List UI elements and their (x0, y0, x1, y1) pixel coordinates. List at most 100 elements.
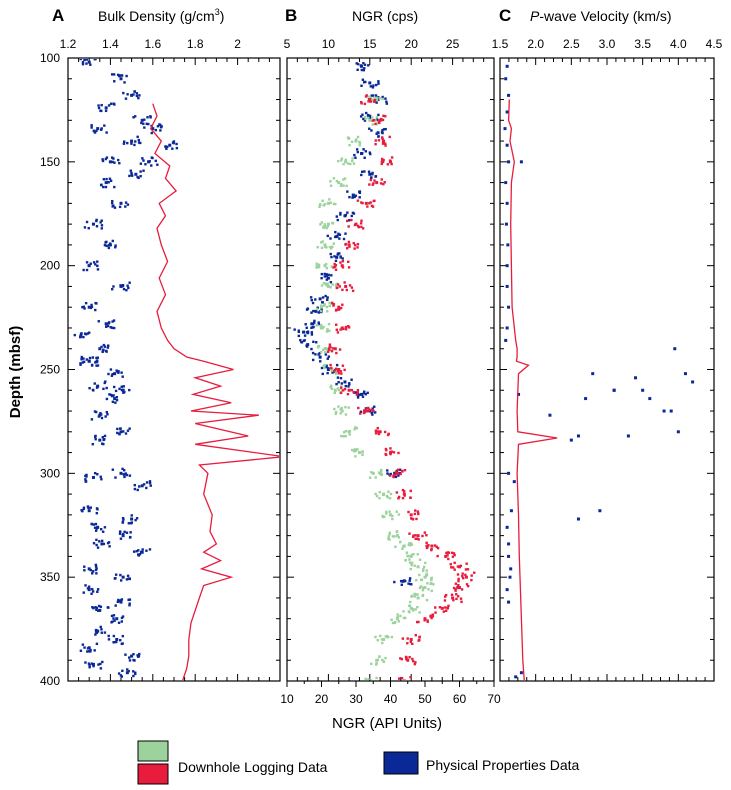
data-point (382, 139, 386, 143)
data-point (87, 509, 91, 513)
data-point-cluster (310, 311, 313, 314)
data-point-cluster (377, 432, 380, 436)
data-point-cluster (119, 427, 122, 430)
data-point-cluster (110, 621, 113, 624)
data-point-cluster (95, 538, 98, 542)
data-point-cluster (99, 413, 103, 416)
data-point-cluster (90, 662, 94, 665)
data-point-cluster (373, 98, 377, 102)
data-point (323, 243, 327, 247)
data-point-cluster (370, 411, 374, 415)
data-point (507, 93, 511, 97)
data-point (548, 413, 552, 417)
data-point-cluster (128, 174, 131, 178)
data-point (423, 586, 427, 590)
data-point-cluster (325, 246, 328, 249)
data-point-cluster (85, 62, 88, 65)
data-point-cluster (94, 410, 98, 414)
data-point-cluster (339, 377, 343, 380)
data-point-cluster (122, 388, 125, 392)
data-point-cluster (384, 144, 387, 147)
data-point (423, 575, 427, 579)
data-point-cluster (87, 650, 91, 653)
data-point-cluster (97, 663, 100, 666)
data-point (115, 637, 119, 641)
x-tick-label: 1.5 (492, 37, 509, 51)
data-point-cluster (348, 433, 351, 436)
data-point-cluster (85, 268, 89, 272)
data-point-cluster (118, 387, 121, 391)
data-point-cluster (456, 565, 460, 568)
data-point-cluster (320, 221, 324, 224)
data-point-cluster (318, 205, 321, 208)
data-point-cluster (297, 334, 301, 338)
data-point-cluster (364, 677, 367, 680)
data-point-cluster (148, 481, 152, 485)
data-point (505, 588, 509, 592)
data-point-cluster (126, 203, 130, 206)
data-point-cluster (119, 201, 123, 205)
data-point-cluster (360, 173, 363, 177)
data-point-cluster (95, 360, 99, 364)
data-point-cluster (423, 531, 427, 534)
data-point-cluster (413, 592, 416, 596)
data-point-cluster (95, 364, 98, 367)
data-point-cluster (94, 568, 98, 572)
data-point-cluster (431, 613, 435, 616)
data-point-cluster (107, 246, 111, 250)
data-point-cluster (323, 203, 327, 206)
data-point-cluster (325, 305, 329, 309)
data-point-cluster (92, 542, 96, 545)
data-point (598, 509, 602, 513)
data-point-cluster (103, 631, 107, 634)
data-point-cluster (104, 415, 107, 418)
data-point-cluster (363, 102, 367, 106)
data-point-cluster (148, 160, 151, 163)
data-point-cluster (411, 657, 414, 661)
data-point-cluster (324, 282, 327, 285)
data-point-cluster (356, 224, 360, 228)
data-point-cluster (334, 230, 337, 234)
data-point-cluster (408, 579, 411, 582)
data-point-cluster (411, 608, 415, 611)
data-point-cluster (117, 370, 120, 373)
data-point-cluster (332, 302, 336, 306)
data-point-cluster (337, 232, 340, 235)
data-point-cluster (80, 509, 83, 512)
data-point-cluster (380, 473, 384, 476)
data-point-cluster (107, 606, 110, 609)
x-tick-label: 15 (363, 37, 377, 51)
data-point-cluster (404, 559, 407, 562)
data-point-cluster (107, 372, 110, 376)
data-point-cluster (399, 472, 402, 476)
data-point-cluster (416, 553, 419, 556)
data-point-cluster (420, 578, 424, 582)
data-point-cluster (370, 94, 373, 97)
data-point-cluster (132, 658, 135, 662)
data-point-cluster (450, 593, 454, 596)
data-point-cluster (397, 620, 401, 623)
data-point-cluster (436, 554, 439, 558)
data-point-cluster (139, 162, 143, 165)
data-point-cluster (113, 185, 116, 189)
data-point-cluster (86, 332, 90, 335)
data-point-cluster (359, 410, 363, 414)
data-point-cluster (311, 358, 315, 362)
data-point (458, 565, 461, 569)
data-point-cluster (318, 351, 321, 355)
data-point-cluster (358, 190, 361, 194)
data-point-cluster (375, 101, 378, 104)
data-point-cluster (338, 237, 341, 240)
data-point-cluster (136, 135, 139, 139)
data-point-cluster (371, 171, 374, 175)
data-point-cluster (326, 298, 329, 301)
data-point-cluster (362, 409, 366, 412)
data-point-cluster (427, 588, 430, 591)
data-point-cluster (329, 384, 333, 388)
data-point-cluster (360, 101, 363, 104)
data-point-cluster (99, 475, 102, 479)
data-point (310, 322, 314, 326)
data-point-cluster (123, 140, 126, 143)
data-point-cluster (384, 510, 388, 514)
data-point-cluster (99, 183, 103, 187)
